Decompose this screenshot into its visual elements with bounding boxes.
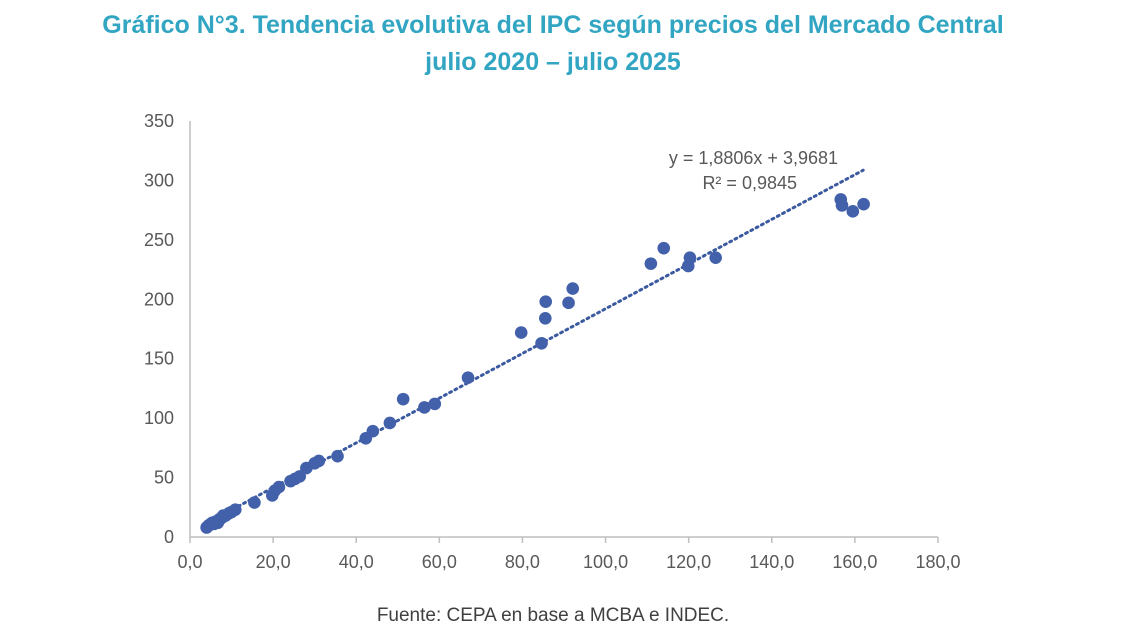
data-point	[539, 312, 552, 325]
data-point	[566, 282, 580, 295]
data-point	[846, 205, 860, 218]
data-point	[857, 197, 870, 211]
data-point	[366, 424, 380, 438]
x-tick-label: 140,0	[749, 552, 794, 572]
data-point	[272, 480, 286, 494]
data-point	[248, 496, 261, 509]
data-point	[428, 397, 442, 411]
data-point	[644, 257, 658, 270]
x-axis-ticks: 0,0 20,0 40,0 60,0 80,0 100,0 120,0 140,0 160,0 1…	[177, 537, 961, 572]
chart-axes	[189, 121, 938, 538]
y-tick-label: 250	[144, 230, 174, 250]
chart-subtitle: julio 2020 – julio 2025	[425, 48, 681, 76]
x-tick-label: 60,0	[422, 552, 457, 572]
y-tick-label: 100	[144, 408, 174, 428]
y-tick-label: 0	[164, 527, 174, 547]
data-points	[200, 193, 870, 534]
data-point	[418, 401, 431, 414]
x-tick-label: 80,0	[505, 552, 540, 572]
data-point	[396, 392, 410, 406]
x-tick-label: 120,0	[666, 552, 711, 572]
data-point	[835, 199, 849, 212]
chart-title: Gráfico N°3. Tendencia evolutiva del IPC…	[102, 11, 1004, 39]
y-tick-label: 200	[144, 289, 174, 309]
y-tick-label: 300	[144, 170, 174, 190]
x-tick-label: 40,0	[339, 552, 374, 572]
data-point	[709, 251, 722, 264]
trendline-r2: R² = 0,9845	[702, 173, 797, 193]
x-tick-label: 160,0	[832, 552, 877, 572]
x-tick-label: 100,0	[583, 552, 628, 572]
y-tick-label: 150	[144, 349, 174, 369]
source-note: Fuente: CEPA en base a MCBA e INDEC.	[376, 605, 730, 626]
x-tick-label: 0,0	[177, 552, 202, 572]
data-point	[461, 371, 475, 385]
data-point	[383, 416, 397, 430]
trendline-equation: y = 1,8806x + 3,9681	[669, 148, 838, 168]
trendline	[205, 168, 865, 525]
x-tick-label: 180,0	[915, 552, 960, 572]
y-tick-label: 350	[144, 111, 174, 131]
data-point	[539, 295, 553, 308]
x-tick-label: 20,0	[256, 552, 291, 572]
data-point	[562, 296, 575, 310]
data-point	[312, 454, 326, 468]
y-tick-label: 50	[154, 468, 174, 488]
y-axis-ticks: 0 50 100 150 200 250 300 350	[144, 111, 174, 547]
data-point	[657, 241, 671, 255]
data-point	[514, 326, 528, 339]
data-point	[683, 251, 697, 264]
data-point	[535, 336, 548, 350]
data-point	[331, 449, 344, 463]
scatter-chart: 0 50 100 150 200 250 300 350 0,0 20,0 40,0 60,0 80,…	[144, 111, 961, 572]
data-point	[228, 503, 242, 516]
